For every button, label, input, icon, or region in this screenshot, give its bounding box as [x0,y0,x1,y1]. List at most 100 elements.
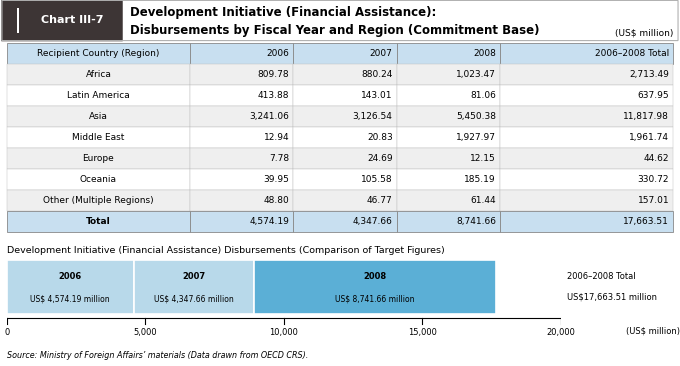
Bar [396,85,500,106]
Text: 330.72: 330.72 [638,175,669,184]
Text: Chart III-7: Chart III-7 [41,15,103,26]
Bar [190,169,293,190]
Bar [7,190,190,211]
Text: 20,000: 20,000 [547,328,575,337]
Text: US$17,663.51 million: US$17,663.51 million [566,292,657,302]
Text: 2006–2008 Total: 2006–2008 Total [566,272,635,281]
Bar [7,211,190,232]
FancyBboxPatch shape [2,0,122,41]
Bar [293,190,396,211]
Text: 2007: 2007 [370,49,392,58]
Bar [190,127,293,148]
Bar [293,127,396,148]
Bar [396,127,500,148]
Bar [396,106,500,127]
Text: Disbursements by Fiscal Year and Region (Commitment Base): Disbursements by Fiscal Year and Region … [130,24,539,37]
Bar [190,211,293,232]
Text: 1,961.74: 1,961.74 [629,133,669,142]
Bar [293,43,396,64]
Bar [190,64,293,85]
Text: 48.80: 48.80 [264,196,290,205]
Text: US$ 4,347.66 million: US$ 4,347.66 million [154,295,234,304]
Text: Asia: Asia [89,112,108,121]
Text: 880.24: 880.24 [361,70,392,79]
Text: 7.78: 7.78 [269,154,290,163]
Text: 20.83: 20.83 [367,133,392,142]
Text: 4,347.66: 4,347.66 [353,217,392,227]
Text: 46.77: 46.77 [367,196,392,205]
Text: 15,000: 15,000 [408,328,437,337]
Bar [500,169,673,190]
Bar [500,85,673,106]
Text: 12.94: 12.94 [264,133,290,142]
Bar [293,106,396,127]
Bar [500,211,673,232]
Bar [396,43,500,64]
Bar [7,148,190,169]
Text: 5,450.38: 5,450.38 [456,112,496,121]
Text: 2006: 2006 [58,272,82,281]
Text: 105.58: 105.58 [361,175,392,184]
Bar [396,64,500,85]
Text: 1,023.47: 1,023.47 [456,70,496,79]
Text: Source: Ministry of Foreign Affairs’ materials (Data drawn from OECD CRS).: Source: Ministry of Foreign Affairs’ mat… [7,351,308,359]
Bar [7,106,190,127]
Text: 3,126.54: 3,126.54 [353,112,392,121]
Bar [396,211,500,232]
Text: 17,663.51: 17,663.51 [624,217,669,227]
Bar [7,85,190,106]
Text: 81.06: 81.06 [470,91,496,100]
Bar [293,148,396,169]
Text: (US$ million): (US$ million) [626,326,680,335]
Bar [7,43,190,64]
Bar [500,106,673,127]
Text: 143.01: 143.01 [361,91,392,100]
Text: 44.62: 44.62 [644,154,669,163]
Text: 12.15: 12.15 [470,154,496,163]
Text: US$ 4,574.19 million: US$ 4,574.19 million [31,295,110,304]
Bar [190,85,293,106]
Bar [293,169,396,190]
Text: US$ 8,741.66 million: US$ 8,741.66 million [335,295,415,304]
Text: 2006: 2006 [267,49,290,58]
Text: 2006–2008 Total: 2006–2008 Total [595,49,669,58]
Text: Europe: Europe [82,154,114,163]
Text: 2008: 2008 [473,49,496,58]
Bar [190,148,293,169]
Bar [500,190,673,211]
Text: 24.69: 24.69 [367,154,392,163]
Bar [190,106,293,127]
Bar [500,148,673,169]
Text: 637.95: 637.95 [638,91,669,100]
Bar [396,169,500,190]
Text: Development Initiative (Financial Assistance):: Development Initiative (Financial Assist… [130,6,437,19]
Text: Oceania: Oceania [80,175,117,184]
Bar [7,259,133,314]
Text: Middle East: Middle East [72,133,124,142]
Text: 61.44: 61.44 [471,196,496,205]
Bar [500,127,673,148]
Text: 4,574.19: 4,574.19 [250,217,290,227]
Bar [500,43,673,64]
Text: Latin America: Latin America [67,91,130,100]
Text: 0: 0 [4,328,10,337]
Text: 2008: 2008 [364,272,387,281]
Bar [293,64,396,85]
Bar [133,259,254,314]
Text: 809.78: 809.78 [258,70,290,79]
Bar [500,64,673,85]
Bar [7,169,190,190]
Text: 3,241.06: 3,241.06 [250,112,290,121]
Text: 5,000: 5,000 [133,328,157,337]
Text: Recipient Country (Region): Recipient Country (Region) [37,49,160,58]
Bar [293,85,396,106]
Bar [7,64,190,85]
Text: Total: Total [86,217,111,227]
Bar [396,190,500,211]
Text: Africa: Africa [86,70,112,79]
Text: 157.01: 157.01 [638,196,669,205]
Text: Other (Multiple Regions): Other (Multiple Regions) [43,196,154,205]
Text: 8,741.66: 8,741.66 [456,217,496,227]
Bar [190,190,293,211]
Bar [190,43,293,64]
